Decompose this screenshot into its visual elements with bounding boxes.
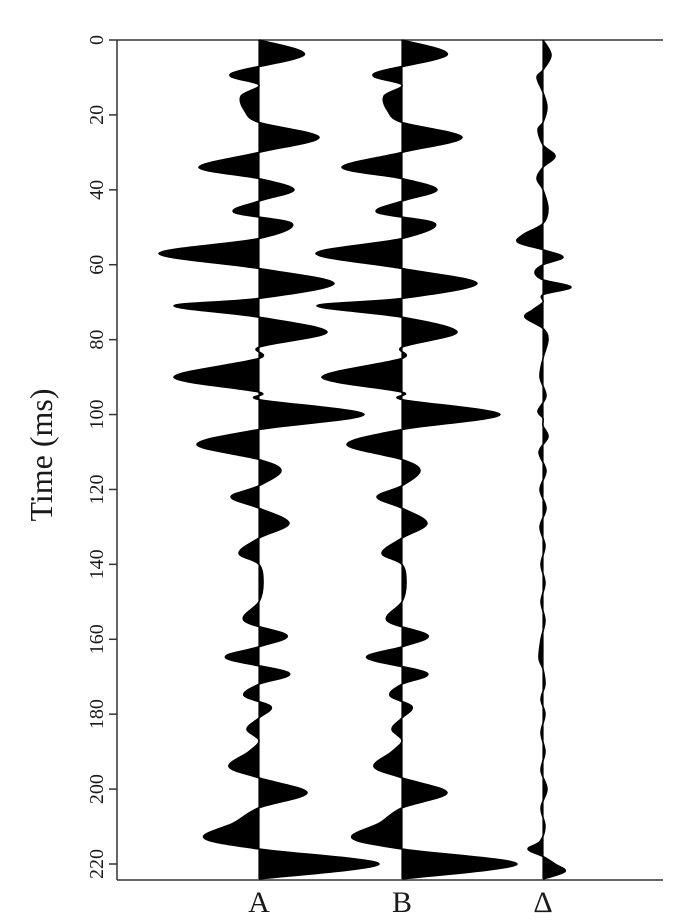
- trace-label-a: A: [248, 886, 270, 919]
- wiggle-fill: [316, 40, 517, 879]
- wiggle-fill: [159, 40, 379, 879]
- y-tick-label: 160: [86, 624, 108, 654]
- axes: [116, 39, 663, 881]
- y-axis-ticks: 0 20 40 60 80 100 120 140 160 180 200 220: [86, 35, 117, 879]
- wiggle-line: [158, 39, 380, 880]
- y-tick-label: 100: [86, 400, 108, 430]
- y-tick-label: 120: [86, 474, 108, 504]
- y-tick-label: 220: [86, 849, 108, 879]
- y-tick-label: 40: [86, 180, 108, 200]
- wiggle-traces: [158, 39, 572, 880]
- y-axis-title: Time (ms): [23, 388, 59, 521]
- trace-label-delta: Δ: [533, 886, 552, 919]
- y-tick-label: 60: [86, 255, 108, 275]
- trace-label-b: B: [392, 886, 412, 919]
- y-tick-label: 180: [86, 699, 108, 729]
- y-tick-label: 80: [86, 330, 108, 350]
- y-tick-label: 140: [86, 549, 108, 579]
- trace-delta: [516, 39, 572, 880]
- y-tick-label: 20: [86, 105, 108, 125]
- y-tick-label: 200: [86, 774, 108, 804]
- wiggle-line: [315, 39, 518, 880]
- trace-b: [315, 39, 518, 880]
- trace-a: [158, 39, 380, 880]
- y-tick-label: 0: [86, 35, 108, 45]
